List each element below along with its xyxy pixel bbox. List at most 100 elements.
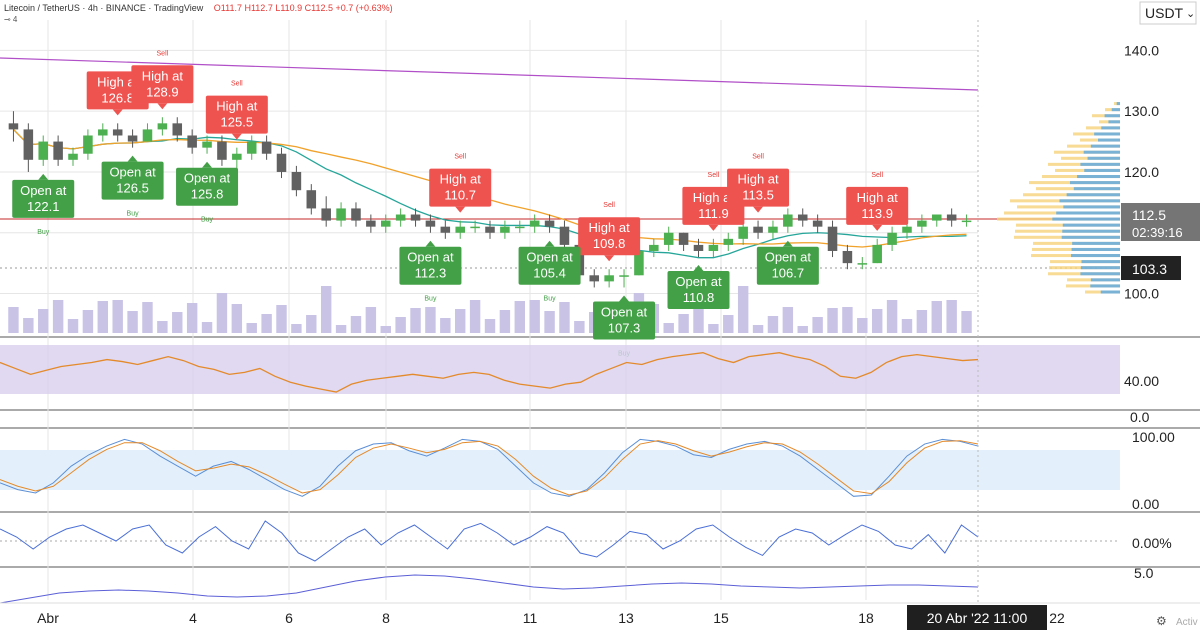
volume-bar	[8, 307, 19, 333]
sell-signal-tag: Sell	[708, 172, 720, 179]
marker-price-box	[1121, 256, 1181, 280]
candle-body	[142, 129, 153, 142]
candle-body	[634, 250, 644, 276]
volume-bar	[931, 301, 942, 333]
volume-bar	[693, 305, 704, 333]
candle-body	[98, 129, 108, 136]
label-pointer	[231, 133, 242, 140]
price-tick-label: 130.0	[1124, 103, 1159, 119]
roc-line	[0, 520, 979, 562]
ohlc-readout: O111.7 H112.7 L110.9 C112.5 +0.7 (+0.63%…	[213, 3, 393, 13]
volume-bar	[871, 309, 883, 333]
candle-body	[261, 141, 272, 154]
open-label	[399, 246, 462, 285]
high-label-title: High at	[693, 190, 735, 205]
candle-body	[529, 220, 540, 227]
candle-body	[380, 220, 391, 227]
trendline	[0, 57, 979, 91]
high-label-price: 125.5	[221, 115, 254, 130]
volume-profile-bar	[1090, 284, 1120, 288]
open-label-title: Open at	[407, 250, 454, 265]
open-label-title: Open at	[675, 274, 722, 289]
volume-bar	[886, 300, 898, 333]
volume-profile-bar	[1084, 168, 1120, 172]
candle-body	[410, 214, 421, 221]
candle-body	[485, 226, 495, 233]
volume-bar	[455, 309, 466, 333]
open-label-title: Open at	[526, 250, 573, 265]
candle-body	[917, 220, 927, 227]
volume-bar	[112, 300, 123, 333]
sell-signal-tag: Sell	[752, 154, 764, 161]
roc-tick-label: 5.0	[1134, 565, 1154, 581]
label-pointer	[619, 295, 630, 302]
candle-body	[827, 226, 838, 251]
volume-bar	[67, 319, 79, 333]
candle-body	[112, 129, 123, 136]
volume-bar	[23, 318, 34, 333]
volume-bar	[499, 310, 511, 333]
candle-body	[172, 123, 183, 136]
volume-bar	[842, 307, 853, 333]
candle-body	[783, 214, 793, 227]
volume-bar	[276, 305, 287, 333]
high-label-price: 111.9	[698, 206, 729, 221]
volume-profile-bar	[1077, 175, 1120, 179]
volume-profile-bar	[1069, 181, 1120, 185]
volume-bar	[157, 321, 168, 333]
volume-bar	[440, 318, 451, 333]
candle-body	[842, 250, 853, 264]
open-label-price: 122.1	[27, 199, 60, 214]
candle-body	[127, 135, 138, 142]
activate-watermark: Activ	[1176, 617, 1198, 628]
high-label-price: 110.7	[444, 188, 476, 203]
label-pointer	[455, 206, 466, 213]
volume-bar	[231, 304, 243, 333]
current-price-box	[1121, 203, 1200, 241]
volume-bar	[97, 301, 109, 333]
rsi-tick-label: 40.00	[1124, 373, 1159, 389]
sell-signal-tag: Sell	[454, 154, 466, 161]
symbol-title[interactable]: Litecoin / TetherUS · 4h · BINANCE · Tra…	[4, 3, 204, 13]
volume-profile-bar	[1094, 132, 1120, 136]
high-label-price: 126.8	[101, 90, 134, 105]
candle-body	[902, 226, 912, 233]
volume-profile-bar	[1062, 229, 1120, 233]
candle-body	[336, 208, 346, 221]
label-pointer	[425, 240, 436, 247]
candle-body	[8, 123, 19, 130]
volume-bar	[127, 311, 138, 333]
candle-body	[708, 244, 719, 251]
label-pointer	[604, 255, 615, 262]
candle-body	[738, 226, 748, 239]
candle-body	[515, 226, 525, 229]
volume-profile-bar	[1116, 102, 1120, 106]
volume-bar	[901, 319, 913, 333]
label-pointer	[693, 265, 704, 272]
buy-signal-tag: Buy	[127, 211, 140, 218]
buy-signal-tag: Buy	[544, 296, 557, 303]
time-axis-label: 18	[858, 610, 874, 626]
volume-profile-bar	[1071, 247, 1120, 251]
candle-body	[812, 220, 823, 227]
label-pointer	[112, 109, 123, 116]
open-label-price: 126.5	[116, 181, 149, 196]
candle-body	[797, 214, 808, 221]
lower-indicator-line	[0, 574, 979, 604]
volume-profile-bar	[1090, 144, 1120, 148]
candle-body	[753, 226, 763, 233]
open-label-price: 105.4	[533, 266, 566, 281]
volume-profile-bar	[1090, 278, 1120, 282]
candle-body	[202, 141, 212, 148]
high-label	[131, 65, 194, 104]
volume-bar	[350, 316, 362, 333]
candle-body	[23, 129, 34, 160]
time-axis-label: 13	[618, 610, 634, 626]
volume-profile-bar	[1104, 114, 1120, 118]
high-label	[429, 168, 492, 207]
volume-bar	[663, 323, 674, 333]
volume-profile-bar	[1101, 126, 1120, 130]
currency-selector	[1139, 1, 1197, 25]
open-label-price: 110.8	[683, 290, 715, 305]
